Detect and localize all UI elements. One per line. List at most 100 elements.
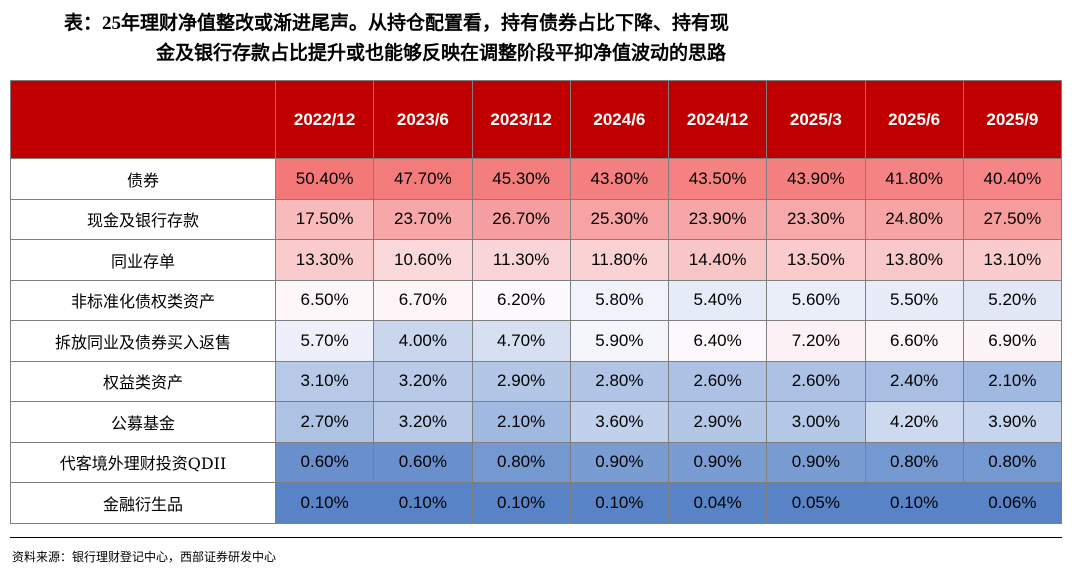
value-cell: 4.70% bbox=[471, 320, 571, 362]
row-label: 现金及银行存款 bbox=[10, 198, 276, 240]
value-cell: 0.90% bbox=[766, 441, 866, 483]
value-cell: 5.20% bbox=[962, 279, 1063, 321]
table-row: 现金及银行存款 17.50% 23.70% 26.70% 25.30% 23.90% 23.… bbox=[10, 198, 1063, 240]
value-cell: 17.50% bbox=[274, 198, 375, 240]
value-cell: 2.90% bbox=[667, 401, 768, 443]
value-cell: 6.50% bbox=[274, 279, 375, 321]
table-row: 公募基金 2.70% 3.20% 2.10% 3.60% 2.90% 3.00% 4.20% 3… bbox=[10, 401, 1063, 443]
value-cell: 13.80% bbox=[864, 239, 964, 281]
value-cell: 27.50% bbox=[962, 198, 1063, 240]
column-header: 2023/6 bbox=[373, 80, 473, 159]
value-cell: 0.60% bbox=[274, 441, 375, 483]
row-label: 同业存单 bbox=[10, 239, 276, 281]
value-cell: 5.90% bbox=[569, 320, 670, 362]
value-cell: 3.60% bbox=[569, 401, 670, 443]
source-note: 资料来源：银行理财登记中心，西部证券研发中心 bbox=[12, 550, 277, 564]
table-row: 金融衍生品 0.10% 0.10% 0.10% 0.10% 0.04% 0.05% 0.10%… bbox=[10, 482, 1063, 524]
value-cell: 0.10% bbox=[864, 482, 964, 524]
value-cell: 2.80% bbox=[569, 360, 670, 402]
value-cell: 5.40% bbox=[667, 279, 768, 321]
column-header: 2024/6 bbox=[569, 80, 670, 159]
value-cell: 0.90% bbox=[569, 441, 670, 483]
value-cell: 43.50% bbox=[667, 158, 768, 200]
value-cell: 11.80% bbox=[569, 239, 670, 281]
value-cell: 23.90% bbox=[667, 198, 768, 240]
value-cell: 4.00% bbox=[373, 320, 473, 362]
table-row: 非标准化债权类资产 6.50% 6.70% 6.20% 5.80% 5.40% 5.60% 5… bbox=[10, 279, 1063, 321]
value-cell: 24.80% bbox=[864, 198, 964, 240]
column-header: 2025/6 bbox=[864, 80, 964, 159]
value-cell: 3.20% bbox=[373, 360, 473, 402]
value-cell: 47.70% bbox=[373, 158, 473, 200]
value-cell: 5.60% bbox=[766, 279, 866, 321]
column-header: 2022/12 bbox=[274, 80, 375, 159]
value-cell: 0.10% bbox=[569, 482, 670, 524]
value-cell: 50.40% bbox=[274, 158, 375, 200]
value-cell: 4.20% bbox=[864, 401, 964, 443]
table-row: 同业存单 13.30% 10.60% 11.30% 11.80% 14.40% 13.50%… bbox=[10, 239, 1063, 281]
value-cell: 5.50% bbox=[864, 279, 964, 321]
value-cell: 5.70% bbox=[274, 320, 375, 362]
column-header: 2023/12 bbox=[471, 80, 571, 159]
column-header: 2025/9 bbox=[962, 80, 1063, 159]
value-cell: 5.80% bbox=[569, 279, 670, 321]
value-cell: 0.10% bbox=[373, 482, 473, 524]
value-cell: 6.70% bbox=[373, 279, 473, 321]
value-cell: 11.30% bbox=[471, 239, 571, 281]
value-cell: 14.40% bbox=[667, 239, 768, 281]
value-cell: 6.60% bbox=[864, 320, 964, 362]
column-header: 2024/12 bbox=[667, 80, 768, 159]
value-cell: 0.10% bbox=[274, 482, 375, 524]
value-cell: 3.10% bbox=[274, 360, 375, 402]
value-cell: 0.05% bbox=[766, 482, 866, 524]
value-cell: 41.80% bbox=[864, 158, 964, 200]
table-row: 权益类资产 3.10% 3.20% 2.90% 2.80% 2.60% 2.60% 2.40%… bbox=[10, 360, 1063, 402]
row-label: 代客境外理财投资QDII bbox=[10, 441, 276, 483]
value-cell: 3.90% bbox=[962, 401, 1063, 443]
value-cell: 13.30% bbox=[274, 239, 375, 281]
value-cell: 0.80% bbox=[471, 441, 571, 483]
table-row: 债券 50.40% 47.70% 45.30% 43.80% 43.50% 43.90% 41… bbox=[10, 158, 1063, 200]
value-cell: 6.20% bbox=[471, 279, 571, 321]
rule bbox=[10, 537, 1062, 538]
value-cell: 0.80% bbox=[962, 441, 1063, 483]
value-cell: 43.80% bbox=[569, 158, 670, 200]
value-cell: 25.30% bbox=[569, 198, 670, 240]
data-table: 2022/12 2023/6 2023/12 2024/6 2024/12 2025/3 2… bbox=[10, 80, 1063, 524]
value-cell: 3.20% bbox=[373, 401, 473, 443]
value-cell: 40.40% bbox=[962, 158, 1063, 200]
value-cell: 2.70% bbox=[274, 401, 375, 443]
value-cell: 10.60% bbox=[373, 239, 473, 281]
value-cell: 2.10% bbox=[962, 360, 1063, 402]
row-label: 权益类资产 bbox=[10, 360, 276, 402]
value-cell: 13.10% bbox=[962, 239, 1063, 281]
value-cell: 2.90% bbox=[471, 360, 571, 402]
header-row: 2022/12 2023/6 2023/12 2024/6 2024/12 2025/3 2… bbox=[10, 80, 1063, 159]
table-row: 拆放同业及债券买入返售 5.70% 4.00% 4.70% 5.90% 6.40% 7.20… bbox=[10, 320, 1063, 362]
row-label: 金融衍生品 bbox=[10, 482, 276, 524]
value-cell: 0.06% bbox=[962, 482, 1063, 524]
value-cell: 43.90% bbox=[766, 158, 866, 200]
value-cell: 2.60% bbox=[667, 360, 768, 402]
title-line: 表：25年理财净值整改或渐进尾声。从持仓配置看，持有债券占比下降、持有现 bbox=[64, 13, 730, 34]
row-label: 公募基金 bbox=[10, 401, 276, 443]
value-cell: 2.40% bbox=[864, 360, 964, 402]
row-label: 非标准化债权类资产 bbox=[10, 279, 276, 321]
value-cell: 2.10% bbox=[471, 401, 571, 443]
corner-cell bbox=[10, 80, 276, 159]
value-cell: 0.80% bbox=[864, 441, 964, 483]
value-cell: 3.00% bbox=[766, 401, 866, 443]
table-row: 代客境外理财投资QDII 0.60% 0.60% 0.80% 0.90% 0.90% 0.9… bbox=[10, 441, 1063, 483]
value-cell: 0.90% bbox=[667, 441, 768, 483]
value-cell: 23.70% bbox=[373, 198, 473, 240]
row-label: 债券 bbox=[10, 158, 276, 200]
value-cell: 0.60% bbox=[373, 441, 473, 483]
value-cell: 45.30% bbox=[471, 158, 571, 200]
value-cell: 0.10% bbox=[471, 482, 571, 524]
column-header: 2025/3 bbox=[766, 80, 866, 159]
row-label: 拆放同业及债券买入返售 bbox=[10, 320, 276, 362]
value-cell: 7.20% bbox=[766, 320, 866, 362]
value-cell: 23.30% bbox=[766, 198, 866, 240]
value-cell: 0.04% bbox=[667, 482, 768, 524]
